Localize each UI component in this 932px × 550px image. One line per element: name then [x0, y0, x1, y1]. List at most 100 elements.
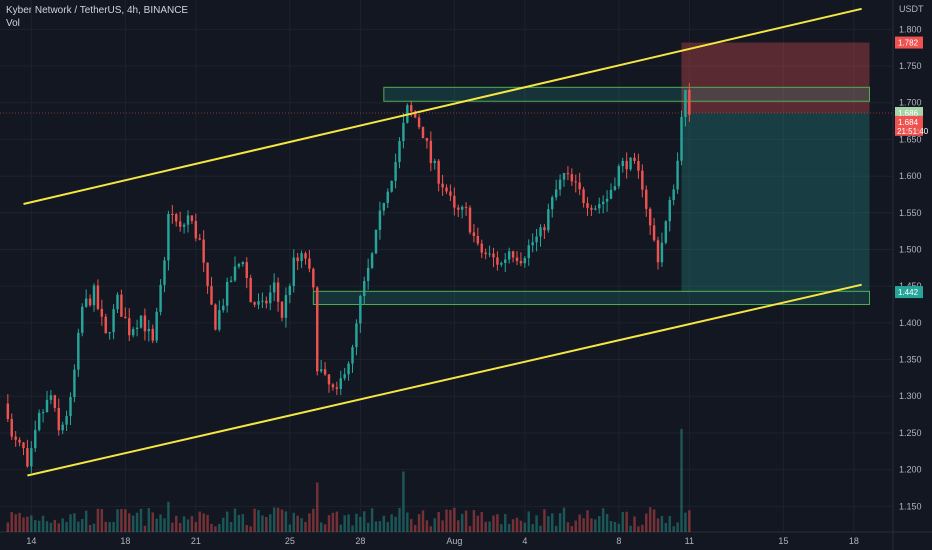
- y-tick-label: 1.150: [899, 501, 922, 511]
- candle: [680, 117, 683, 161]
- candle: [308, 258, 311, 269]
- candle: [425, 138, 429, 141]
- volume-bar: [457, 520, 460, 532]
- candle: [433, 160, 436, 164]
- volume-bar: [554, 525, 558, 532]
- candle: [648, 208, 652, 226]
- volume-bar: [222, 517, 225, 532]
- volume-bar: [155, 518, 158, 532]
- candle: [684, 90, 687, 118]
- volume-bar: [413, 524, 417, 532]
- volume-bar: [128, 513, 131, 532]
- candle: [660, 242, 664, 263]
- volume-bar: [186, 519, 190, 532]
- candle: [578, 182, 581, 190]
- volume-bar: [175, 515, 178, 532]
- volume-bar: [73, 513, 76, 532]
- volume-bar: [558, 513, 562, 532]
- y-axis-unit: USDT: [899, 4, 924, 14]
- volume-bar: [672, 526, 675, 532]
- volume-bar: [49, 522, 53, 532]
- candle: [233, 266, 237, 281]
- volume-bar: [104, 521, 107, 532]
- volume-bar: [319, 522, 323, 532]
- candle: [390, 180, 393, 192]
- candle: [198, 238, 201, 240]
- candle: [590, 207, 593, 210]
- volume-bar: [648, 507, 652, 532]
- volume-bar: [218, 523, 221, 532]
- candle: [22, 442, 25, 449]
- volume-bar: [261, 515, 264, 532]
- volume-bar: [178, 522, 182, 532]
- volume-bar: [100, 509, 104, 532]
- x-tick-label: 28: [355, 536, 365, 546]
- volume-bar: [562, 507, 566, 532]
- volume-bar: [429, 526, 433, 532]
- volume-bar: [296, 515, 299, 532]
- price-zone: [312, 290, 871, 306]
- candle: [464, 206, 468, 208]
- volume-bar: [37, 520, 41, 532]
- volume-bar: [77, 521, 80, 532]
- price-tag: [895, 36, 923, 49]
- candle: [171, 213, 174, 215]
- volume-bar: [484, 521, 487, 532]
- candle: [586, 202, 589, 208]
- candle: [30, 448, 33, 467]
- candle: [511, 251, 515, 258]
- candle: [394, 161, 397, 181]
- volume-bar: [605, 514, 609, 532]
- volume-bar: [625, 511, 628, 532]
- candle: [645, 189, 648, 209]
- volume-bar: [645, 513, 648, 532]
- candle: [507, 251, 511, 260]
- candle: [441, 183, 444, 188]
- candle: [343, 374, 346, 379]
- volume-bar: [229, 522, 233, 532]
- candle: [265, 300, 268, 304]
- candle: [598, 204, 601, 209]
- candle: [562, 173, 566, 180]
- candle: [664, 221, 668, 243]
- candle: [159, 284, 162, 312]
- candle: [120, 294, 123, 317]
- volume-bar: [676, 522, 679, 532]
- candle: [652, 225, 656, 241]
- volume-bar: [613, 521, 617, 532]
- price-tag: [895, 115, 923, 136]
- candle: [527, 245, 530, 259]
- candle: [323, 369, 327, 375]
- candle: [81, 306, 84, 333]
- candle: [218, 310, 221, 330]
- volume-bar: [641, 524, 644, 532]
- volume-bar: [398, 507, 401, 532]
- candle: [672, 189, 675, 201]
- price-zone: [383, 86, 870, 102]
- x-tick-label: 21: [191, 536, 201, 546]
- candle: [543, 227, 546, 231]
- volume-bar: [441, 520, 444, 532]
- candle: [182, 224, 186, 227]
- candle: [413, 111, 417, 118]
- volume-bar: [84, 510, 88, 532]
- volume-bar: [14, 514, 17, 532]
- candle: [558, 179, 562, 190]
- volume-bar: [18, 512, 21, 532]
- volume-bar: [433, 518, 436, 532]
- candle: [312, 268, 315, 288]
- candle: [637, 160, 640, 171]
- volume-bar: [112, 521, 115, 532]
- y-tick-label: 1.650: [899, 134, 922, 144]
- volume-bar: [664, 522, 668, 532]
- volume-bar: [69, 514, 72, 532]
- price-tag-countdown: 21:51:40: [897, 127, 929, 136]
- volume-bar: [139, 508, 143, 532]
- volume-bar: [241, 514, 245, 532]
- candle: [245, 262, 248, 278]
- volume-bar: [257, 510, 260, 532]
- volume-bar: [253, 508, 256, 532]
- candle: [147, 328, 151, 332]
- candle: [347, 363, 350, 375]
